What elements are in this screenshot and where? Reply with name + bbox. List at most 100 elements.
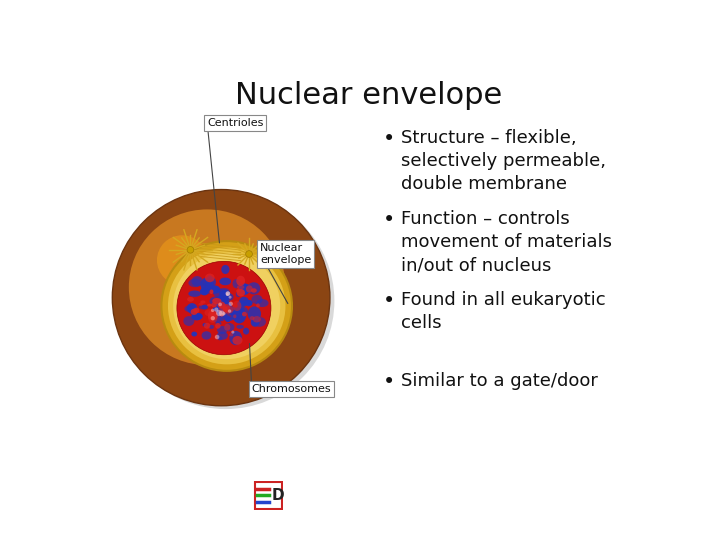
Ellipse shape: [219, 307, 225, 314]
Ellipse shape: [233, 339, 240, 343]
Ellipse shape: [240, 307, 248, 315]
Ellipse shape: [256, 299, 269, 307]
Ellipse shape: [217, 332, 228, 340]
Ellipse shape: [209, 325, 214, 329]
Ellipse shape: [186, 303, 197, 314]
Ellipse shape: [221, 265, 230, 274]
Ellipse shape: [236, 289, 240, 293]
Ellipse shape: [225, 315, 230, 322]
Ellipse shape: [208, 312, 217, 323]
Ellipse shape: [218, 288, 230, 295]
Ellipse shape: [230, 331, 242, 345]
Ellipse shape: [224, 324, 230, 331]
Ellipse shape: [225, 323, 235, 332]
Ellipse shape: [200, 278, 213, 292]
Ellipse shape: [231, 330, 235, 334]
Ellipse shape: [228, 309, 231, 313]
Ellipse shape: [212, 314, 222, 323]
Ellipse shape: [236, 325, 244, 329]
Ellipse shape: [177, 261, 271, 355]
Ellipse shape: [218, 303, 228, 315]
Ellipse shape: [221, 312, 230, 320]
Ellipse shape: [233, 336, 243, 345]
Ellipse shape: [256, 303, 260, 307]
Ellipse shape: [215, 335, 220, 339]
Ellipse shape: [215, 297, 228, 312]
Ellipse shape: [209, 312, 215, 319]
Text: Centrioles: Centrioles: [207, 118, 264, 128]
Ellipse shape: [239, 297, 249, 306]
Ellipse shape: [216, 295, 229, 309]
Ellipse shape: [204, 323, 210, 329]
Ellipse shape: [222, 305, 233, 310]
Ellipse shape: [192, 276, 203, 287]
Ellipse shape: [228, 295, 232, 299]
Ellipse shape: [220, 317, 225, 321]
Ellipse shape: [239, 284, 250, 295]
Ellipse shape: [243, 300, 252, 305]
Ellipse shape: [220, 278, 231, 285]
Ellipse shape: [243, 328, 249, 335]
Ellipse shape: [174, 253, 280, 359]
Ellipse shape: [211, 316, 215, 320]
Ellipse shape: [220, 306, 227, 310]
Ellipse shape: [157, 235, 207, 285]
Ellipse shape: [211, 309, 215, 312]
Text: Chromosomes: Chromosomes: [252, 384, 331, 394]
Text: •: •: [383, 292, 395, 312]
Ellipse shape: [246, 251, 253, 258]
Text: •: •: [383, 211, 395, 231]
Ellipse shape: [117, 193, 334, 409]
Ellipse shape: [161, 241, 292, 371]
Ellipse shape: [199, 303, 203, 306]
Text: Function – controls
movement of materials
in/out of nucleus: Function – controls movement of material…: [401, 211, 612, 274]
Ellipse shape: [212, 302, 217, 307]
Ellipse shape: [191, 309, 197, 315]
Ellipse shape: [216, 310, 222, 316]
Ellipse shape: [168, 247, 285, 365]
Ellipse shape: [246, 285, 253, 293]
Ellipse shape: [222, 312, 225, 315]
Ellipse shape: [222, 304, 226, 307]
Ellipse shape: [205, 276, 216, 288]
Ellipse shape: [251, 288, 257, 293]
Ellipse shape: [216, 309, 223, 314]
Text: •: •: [383, 373, 395, 393]
Ellipse shape: [217, 326, 228, 334]
Ellipse shape: [129, 210, 286, 365]
Ellipse shape: [202, 285, 212, 294]
Ellipse shape: [242, 312, 247, 316]
Ellipse shape: [237, 285, 244, 289]
Ellipse shape: [200, 288, 209, 295]
Ellipse shape: [200, 300, 205, 303]
Ellipse shape: [251, 295, 263, 304]
Ellipse shape: [219, 310, 225, 316]
Ellipse shape: [237, 289, 245, 296]
Ellipse shape: [239, 284, 251, 294]
Ellipse shape: [245, 300, 253, 306]
Ellipse shape: [236, 305, 244, 313]
Ellipse shape: [189, 291, 201, 297]
Ellipse shape: [209, 286, 220, 294]
Ellipse shape: [205, 274, 215, 282]
Ellipse shape: [253, 317, 266, 327]
Ellipse shape: [210, 289, 213, 294]
Ellipse shape: [229, 307, 238, 314]
Ellipse shape: [215, 307, 218, 312]
Ellipse shape: [219, 300, 232, 312]
Ellipse shape: [229, 311, 235, 316]
Ellipse shape: [222, 313, 228, 318]
Ellipse shape: [226, 292, 230, 296]
Text: D: D: [271, 488, 284, 503]
Ellipse shape: [213, 289, 226, 298]
Ellipse shape: [189, 279, 202, 287]
Ellipse shape: [218, 302, 222, 306]
Ellipse shape: [199, 305, 207, 309]
Ellipse shape: [202, 305, 208, 309]
Ellipse shape: [216, 309, 221, 315]
Ellipse shape: [220, 314, 224, 316]
Ellipse shape: [224, 306, 233, 314]
Ellipse shape: [224, 293, 233, 301]
Ellipse shape: [215, 321, 222, 325]
Ellipse shape: [207, 275, 212, 280]
